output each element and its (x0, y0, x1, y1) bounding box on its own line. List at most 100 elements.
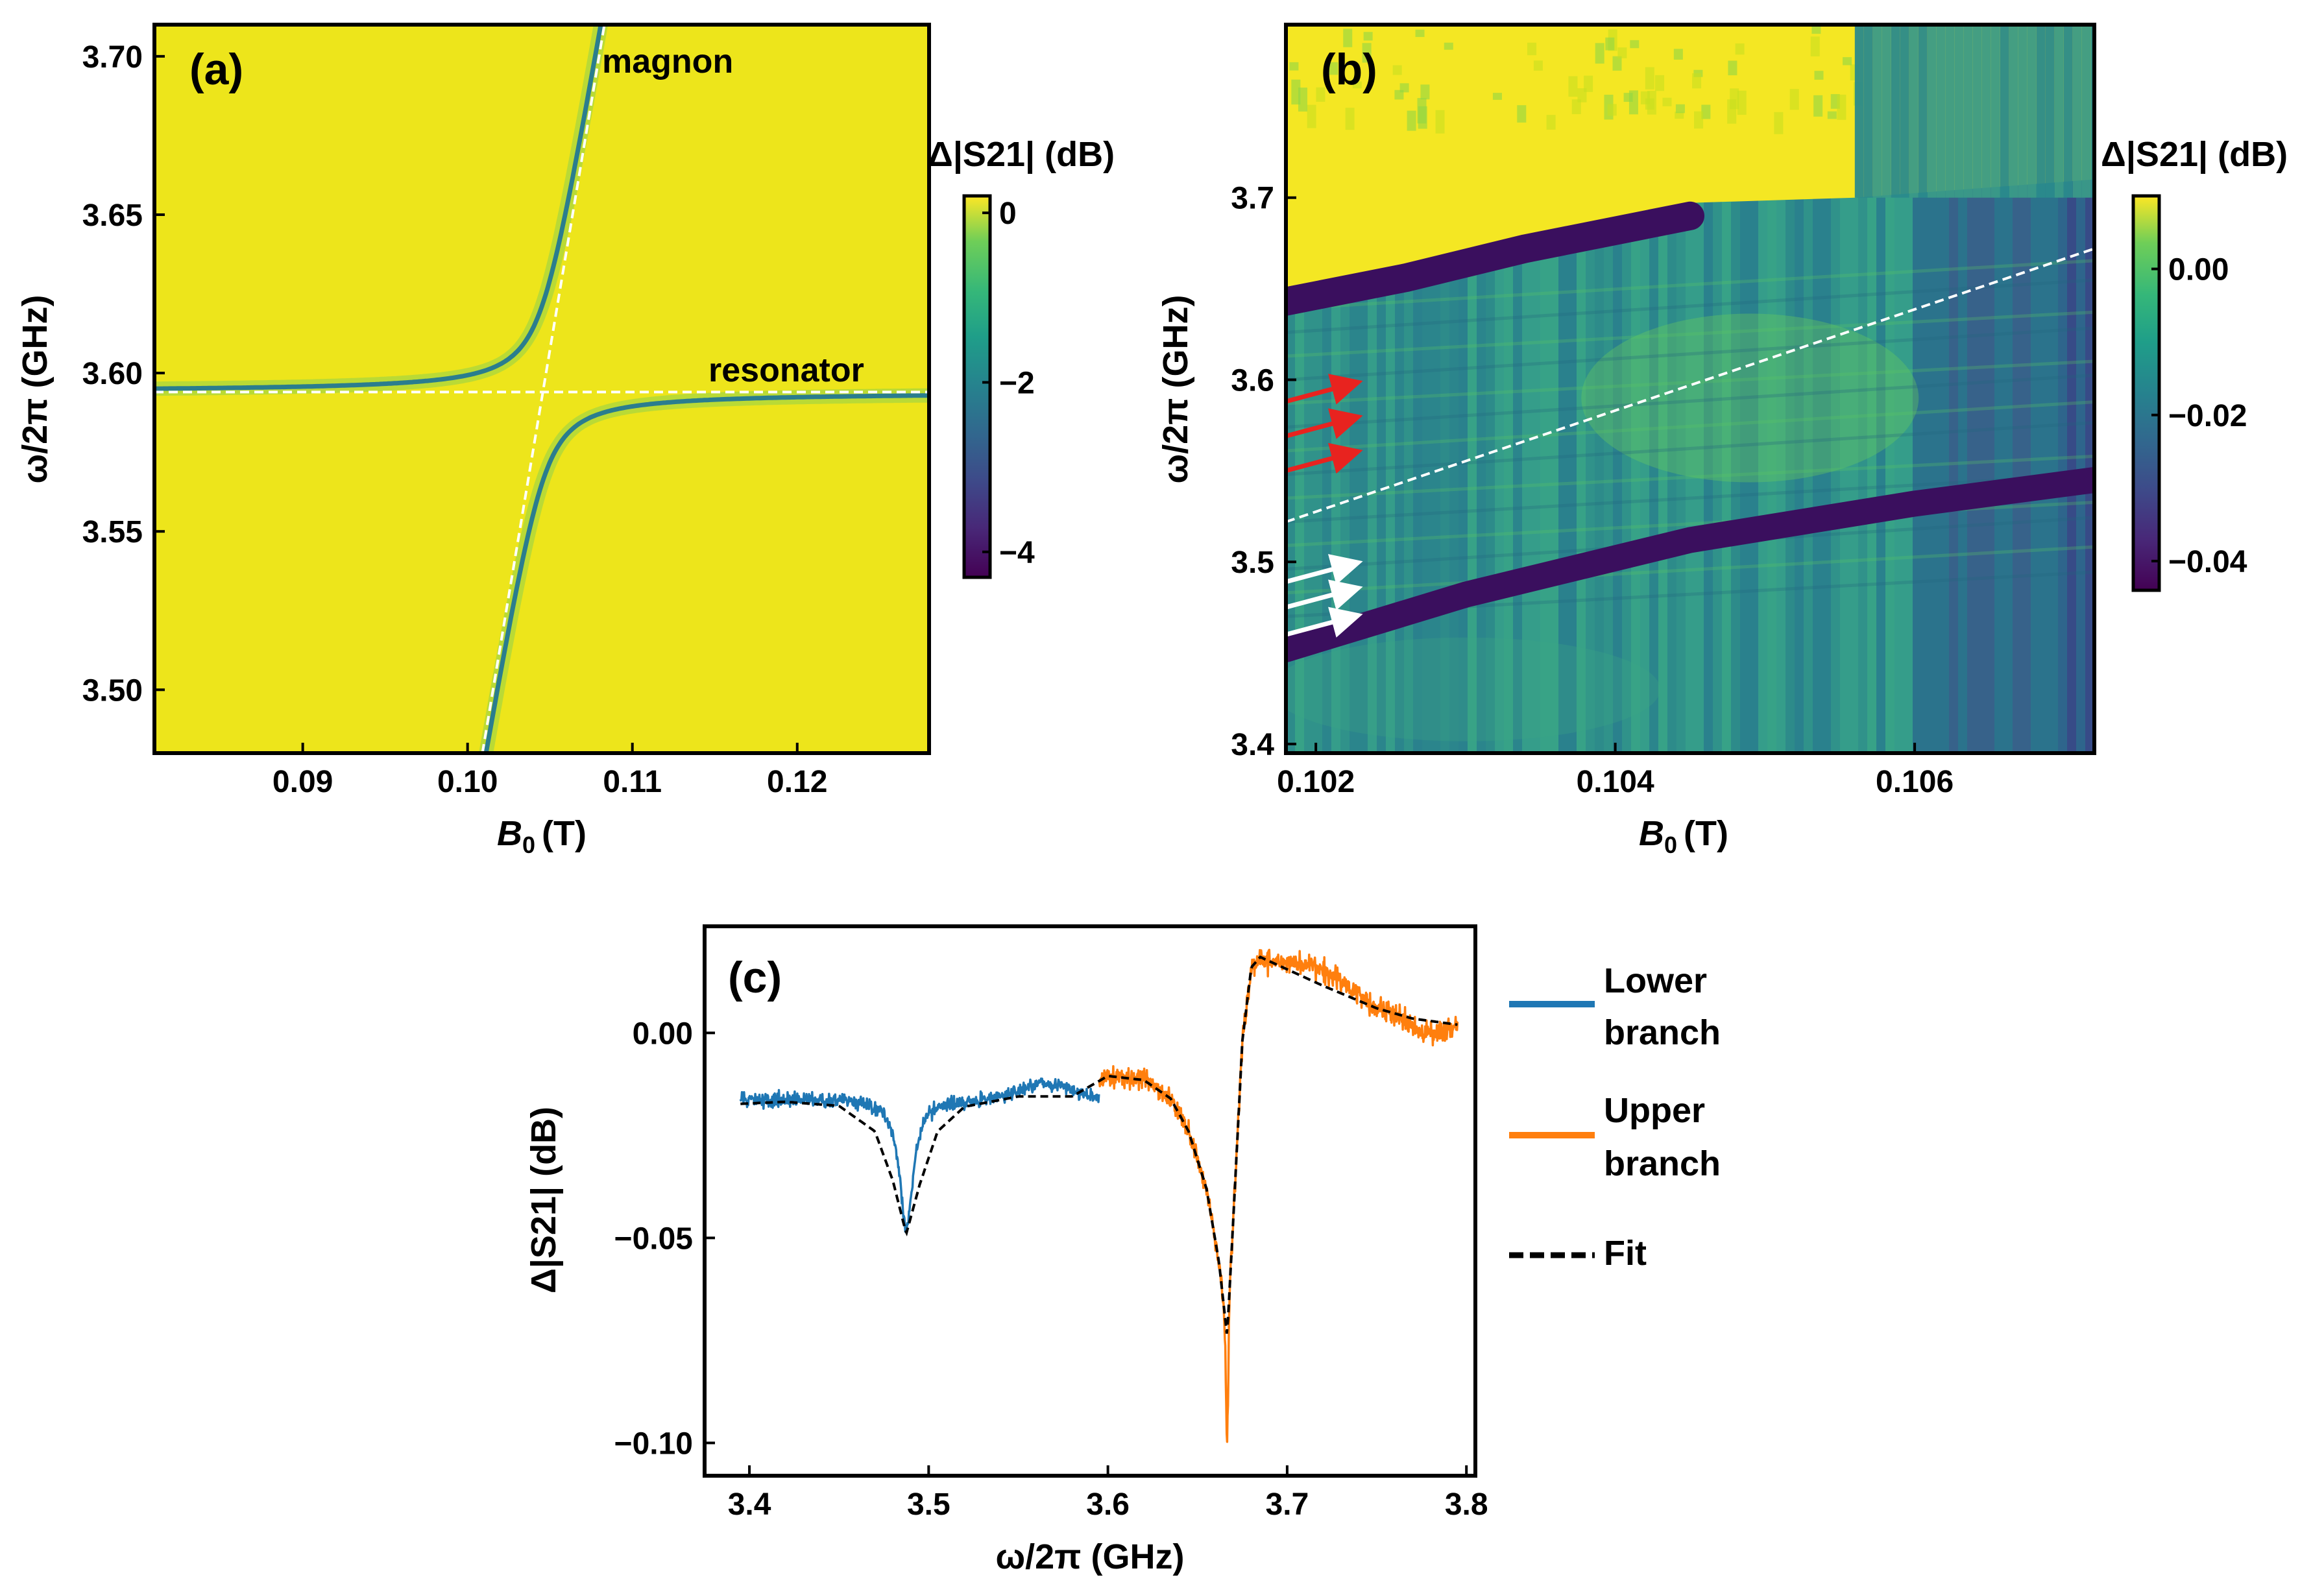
heatmap-b-top-speck (1307, 104, 1316, 128)
heatmap-b-top-speck (1577, 88, 1587, 102)
panel-a-x-tick-label: 0.09 (272, 765, 333, 799)
heatmap-b-mode-line (1286, 359, 2094, 405)
heatmap-b-top-speck (1289, 62, 1299, 71)
panel-a: 0.09 0.10 0.11 0.12 3.50 3.55 3.60 3.65 3.70 (a… (16, 23, 1115, 858)
legend-label-lower-line2: branch (1604, 1013, 1721, 1052)
heatmap-b-column (1731, 25, 1740, 753)
heatmap-b-column (1931, 25, 1940, 753)
panel-a-x-axis-label: B0 (T) (497, 814, 587, 858)
heatmap-b-top-right-column (1872, 25, 1882, 198)
heatmap-b-column (1813, 25, 1822, 753)
heatmap-b-top-right-column (1900, 25, 1909, 198)
heatmap-b-column (1767, 25, 1776, 753)
heatmap-b-mode-line (1286, 310, 2094, 358)
panel-b-y-tick-label: 3.7 (1231, 182, 1274, 216)
heatmap-b-top-speck (1645, 98, 1654, 110)
heatmap-b-top-speck (1737, 90, 1747, 115)
heatmap-b-texture (1286, 25, 2094, 753)
heatmap-b-column (1940, 25, 1949, 753)
heatmap-b-top-right-column (1891, 25, 1900, 198)
colorbar-b-label: Δ|S21| (dB) (2101, 135, 2288, 174)
heatmap-b-top-speck (1607, 104, 1617, 116)
heatmap-b-top-right-column (1954, 25, 1964, 198)
panel-c-x-axis-label: ω/2π (GHz) (996, 1537, 1185, 1576)
panel-c-y-tick-label: −0.05 (614, 1221, 693, 1256)
heatmap-b-top-speck (1568, 76, 1578, 97)
heatmap-b-top-right-column (2018, 25, 2027, 198)
panel-b-x-tick-label: 0.104 (1577, 765, 1654, 799)
panel-c-frame (703, 924, 1477, 1478)
heatmap-b-mode-line (1286, 473, 2094, 523)
panel-b-y-axis-label: ω/2π (GHz) (1156, 295, 1195, 484)
white-arrow (1286, 607, 1363, 638)
heatmap-b-column (1913, 25, 1922, 753)
heatmap-b-diagonal-modes (1286, 259, 2094, 618)
heatmap-b-top-speck (1827, 111, 1837, 119)
panel-c-label: (c) (728, 953, 782, 1002)
heatmap-b-top-speck (1811, 25, 1821, 34)
heatmap-b-top-speck (1662, 97, 1672, 106)
heatmap-b-column (1949, 25, 1958, 753)
heatmap-b-column (1849, 25, 1858, 753)
panel-a-y-tick-label: 3.55 (82, 515, 143, 549)
colorbar-b-tick-label: 0.00 (2168, 253, 2229, 287)
heatmap-b-top-speck (1420, 84, 1430, 100)
colorbar-b-tick-label: −0.02 (2168, 399, 2247, 433)
heatmap-b-top-speck (1654, 75, 1664, 91)
panel-a-y-ticks: 3.50 3.55 3.60 3.65 3.70 (82, 40, 165, 708)
heatmap-b-top-speck (1362, 43, 1372, 63)
colorbar-b-ticks: 0.00 −0.02 −0.04 (2151, 253, 2247, 579)
heatmap-b-column (1831, 25, 1840, 753)
red-arrows (1286, 374, 1363, 474)
panel-a-frame (152, 23, 931, 755)
heatmap-b-top-speck (1774, 112, 1784, 134)
heatmap-b-column (2003, 25, 2013, 753)
heatmap-b-column (2076, 25, 2085, 753)
series-fit (740, 955, 1458, 1334)
panel-c-x-tick-label: 3.8 (1445, 1487, 1488, 1522)
heatmap-b-top-speck (1605, 37, 1615, 51)
panel-c-y-ticks: 0.00 −0.05 −0.10 (614, 1016, 715, 1461)
heatmap-b-top-speck (1701, 104, 1711, 119)
panel-b-x-axis-label: B0 (T) (1639, 814, 1728, 858)
heatmap-b-top-right-column (1981, 25, 1991, 198)
heatmap-b-top-speck (1352, 81, 1362, 89)
heatmap-b-column (1804, 25, 1813, 753)
colorbar-b: Δ|S21| (dB) 0.00 −0.02 −0.04 (2101, 135, 2288, 592)
heatmap-b-top-right-column (1936, 25, 1946, 198)
panel-c-x-tick-label: 3.6 (1086, 1487, 1130, 1522)
heatmap-b-top-speck (1843, 57, 1852, 66)
panel-b-frame (1284, 23, 2096, 755)
panel-a-x-tick-label: 0.10 (437, 765, 498, 799)
heatmap-b-mode-line (1286, 326, 2094, 381)
heatmap-b-top-right-column (1963, 25, 1973, 198)
heatmap-b-top-speck (1407, 110, 1416, 131)
colorbar-b-tick-label: −0.04 (2168, 545, 2247, 579)
legend-c: Lower branch Upper branch Fit (1509, 961, 1721, 1273)
panel-a-x-ticks: 0.09 0.10 0.11 0.12 (272, 743, 827, 799)
legend-label-lower-line1: Lower (1604, 961, 1707, 1000)
heatmap-b-top-speck (1394, 90, 1404, 100)
heatmap-b-top-speck (1316, 87, 1325, 102)
heatmap-b-top-right-column (2054, 25, 2064, 198)
colorbar-a-label: Δ|S21| (dB) (928, 135, 1115, 174)
heatmap-b-column (1876, 25, 1885, 753)
panel-c-y-axis-label: Δ|S21| (dB) (524, 1107, 564, 1293)
heatmap-b-top-speck (1527, 42, 1537, 56)
heatmap-b-mode-line (1286, 454, 2094, 500)
heatmap-b-column (1885, 25, 1894, 753)
heatmap-b-column (1713, 25, 1722, 753)
heatmap-b-column (1976, 25, 1985, 753)
legend-label-fit: Fit (1604, 1234, 1647, 1273)
heatmap-b-top-right-column (1854, 25, 1864, 198)
heatmap-b-column (2067, 25, 2076, 753)
colorbar-b-gradient (2131, 194, 2161, 592)
panel-b-x-ticks: 0.102 0.104 0.106 (1277, 743, 1954, 799)
heatmap-b-top-speck (1675, 104, 1685, 114)
heatmap-b-top-speck (1345, 108, 1355, 130)
colorbar-a-tick-label: 0 (999, 197, 1017, 231)
colorbar-a-ticks: 0 −2 −4 (982, 197, 1035, 570)
heatmap-b-top-speck (1789, 89, 1799, 110)
panel-b-y-tick-label: 3.4 (1231, 728, 1274, 762)
